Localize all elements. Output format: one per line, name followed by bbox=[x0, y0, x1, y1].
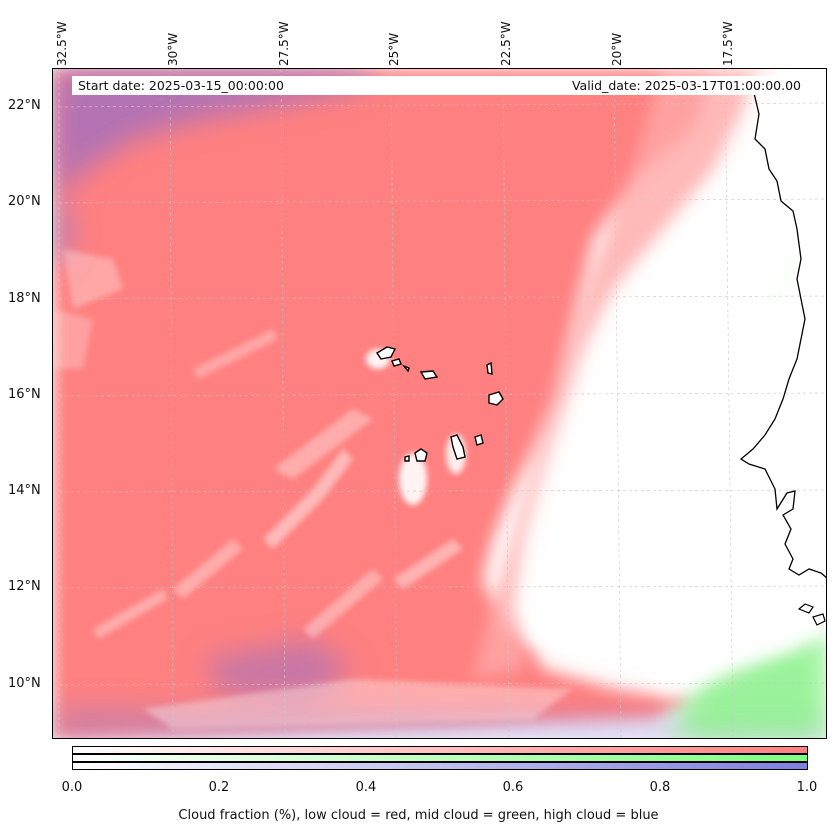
lon-label: 27.5°W bbox=[277, 21, 291, 66]
lat-label: 12°N bbox=[8, 579, 41, 594]
lat-label: 14°N bbox=[8, 483, 41, 498]
lon-label: 20°W bbox=[610, 32, 624, 66]
colorbar-caption: Cloud fraction (%), low cloud = red, mid… bbox=[178, 808, 659, 823]
lat-label: 20°N bbox=[8, 194, 41, 209]
cloud-map bbox=[52, 68, 827, 739]
colorbar-high-cloud bbox=[72, 762, 808, 770]
colorbar-tick: 0.6 bbox=[502, 780, 524, 795]
start-date: Start date: 2025-03-15_00:00:00 bbox=[78, 78, 284, 93]
colorbar-low-cloud bbox=[72, 746, 808, 754]
lat-label: 22°N bbox=[8, 98, 41, 113]
date-annotation: Start date: 2025-03-15_00:00:00 Valid_da… bbox=[72, 76, 807, 95]
lat-label: 10°N bbox=[8, 676, 41, 691]
colorbar-tick: 0.4 bbox=[355, 780, 377, 795]
lon-label: 32.5°W bbox=[55, 21, 69, 66]
colorbar-tick: 0.2 bbox=[208, 780, 230, 795]
colorbar-tick: 1.0 bbox=[796, 780, 818, 795]
colorbar-mid-cloud bbox=[72, 754, 808, 762]
lon-label: 25°W bbox=[387, 32, 401, 66]
colorbar-tick: 0.0 bbox=[61, 780, 83, 795]
coastline bbox=[739, 88, 826, 579]
valid-date: Valid_date: 2025-03-17T01:00:00.00 bbox=[571, 78, 801, 93]
cloud-map-svg bbox=[53, 69, 826, 738]
graticule bbox=[53, 69, 826, 738]
lat-label: 16°N bbox=[8, 387, 41, 402]
lat-label: 18°N bbox=[8, 291, 41, 306]
clear-sky bbox=[513, 69, 826, 699]
colorbar-tick: 0.8 bbox=[649, 780, 671, 795]
colorbar bbox=[72, 746, 808, 772]
lon-label: 17.5°W bbox=[721, 21, 735, 66]
coastal-islands bbox=[797, 603, 826, 626]
cape-verde-islands bbox=[376, 346, 504, 462]
lon-label: 22.5°W bbox=[499, 21, 513, 66]
clear-streaks bbox=[53, 249, 573, 729]
lon-label: 30°W bbox=[166, 32, 180, 66]
